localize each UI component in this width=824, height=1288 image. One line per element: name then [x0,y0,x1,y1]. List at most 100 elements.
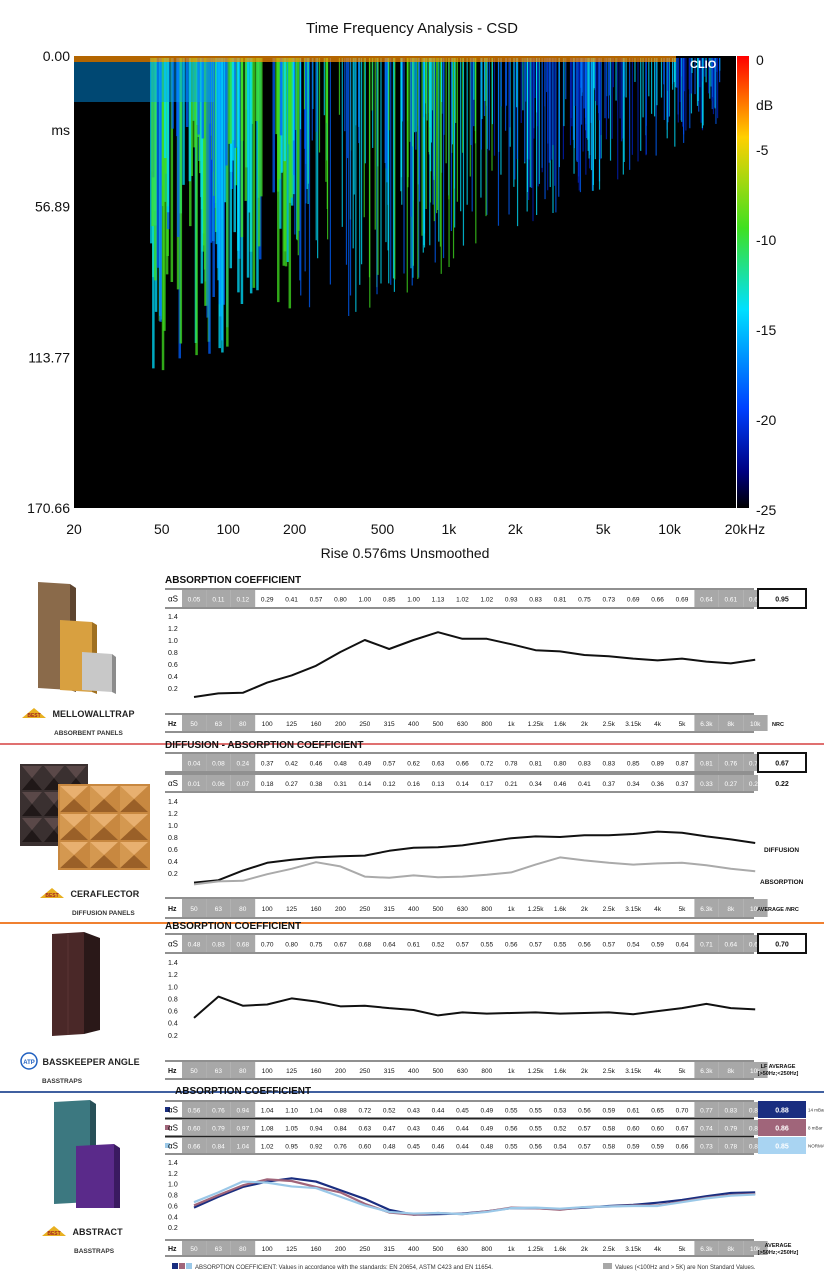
nonstandard-cell [718,1120,744,1135]
y-tick-label: 0.6 [168,662,178,669]
frequency-label: 100 [262,1246,273,1253]
frequency-label: 250 [359,1068,370,1075]
nonstandard-cell [718,590,744,607]
value-cell: 0.64 [383,942,396,949]
value-cell: 0.57 [456,942,469,949]
value-cell: 0.55 [529,1126,542,1133]
value-cell: 0.27 [285,781,298,788]
frequency-label: 5k [679,1246,687,1253]
value-cell: 0.41 [578,781,591,788]
nonstandard-cell [182,899,207,917]
diffuser-facet [66,766,86,778]
y-axis: 1.4 1.2 1.0 0.8 0.6 0.4 0.2 [168,614,178,693]
summary-value: 0.67 [775,761,789,768]
value-cell: 0.59 [651,1144,664,1151]
nonstandard-cell [718,1138,744,1153]
nonstandard-cell [206,935,231,952]
value-cell: 0.75 [578,597,591,604]
frequency-label: 1k [508,1068,516,1075]
value-cell: 0.78 [505,761,518,768]
diffuser-facet [90,786,118,799]
line-label-diffusion: DIFFUSION [764,847,799,854]
nonstandard-cell [718,899,744,917]
frequency-label: 1.25k [528,1246,545,1253]
frequency-label: 2.5k [603,1068,616,1075]
summary-label: [>50Hz;<250Hz] [758,1071,799,1077]
series-swatch [165,1143,170,1148]
nonstandard-cell [230,899,256,917]
value-cell: 0.54 [627,942,640,949]
value-cell: 0.70 [676,1108,689,1115]
nonstandard-cell [206,1102,231,1117]
y-tick-label: 0.8 [168,650,178,657]
nonstandard-cell [206,775,231,791]
value-cell: 0.92 [310,1144,323,1151]
frequency-label: 125 [286,1246,297,1253]
value-cell: 0.17 [480,781,493,788]
y-tick-label: 113.77 [28,349,70,365]
y-tick-label: 1.2 [168,972,178,979]
nonstandard-cell [743,1241,768,1255]
value-cell: 0.04 [188,761,201,768]
nonstandard-cell [718,754,744,771]
value-cell: 0.78 [724,1144,737,1151]
value-cell: 0.11 [212,597,225,604]
nonstandard-cell [230,1241,256,1255]
value-cell: 0.84 [334,1126,347,1133]
svg-text:ATP: ATP [23,1060,35,1066]
brand-logo-icon: BEST [22,707,46,719]
nonstandard-cell [206,1241,231,1255]
nonstandard-cell [694,1102,719,1117]
frequency-label: 63 [215,1068,223,1075]
svg-text:BEST: BEST [45,893,58,899]
hz-label: Hz [168,906,177,913]
frequency-label: 200 [335,721,346,728]
section-title: ABSORPTION COEFFICIENT [165,575,301,586]
frequency-label: 400 [408,1246,419,1253]
value-cell: 0.57 [310,597,323,604]
svg-text:BEST: BEST [27,713,40,719]
x-tick-label: 20 [66,521,82,537]
y-tick-label: 0.4 [168,859,178,866]
value-cell: 0.14 [456,781,469,788]
value-cell: 1.10 [285,1108,298,1115]
frequency-label: 63 [215,1246,223,1253]
value-cell: 0.31 [334,781,347,788]
value-row: αS 0.66 0.84 1.04 1.02 0.95 0.92 0.76 0.60 0.48 0.… [165,1136,824,1155]
frequency-label: 4k [654,721,662,728]
product-basskeeper: ATP BASSKEEPER ANGLE BASSTRAPS [20,1052,140,1088]
product-mellowalltrap: BEST MELLOWALLTRAP ABSORBENT PANELS [20,704,135,740]
nonstandard-cell [694,1120,719,1135]
nonstandard-cell [230,754,256,771]
value-cell: 0.61 [627,1108,640,1115]
value-cell: 0.67 [334,942,347,949]
value-cell: 0.37 [261,761,274,768]
value-row: 0.04 0.08 0.24 0.37 0.42 0.46 0.48 0.49 0.57 0.62… [165,752,807,773]
value-cell: 0.38 [310,781,323,788]
summary-cell [758,774,806,792]
frequency-label: 315 [384,1068,395,1075]
diffuser-facet [90,799,118,812]
value-cell: 0.66 [676,1144,689,1151]
value-row: αS 0.01 0.06 0.07 0.18 0.27 0.38 0.31 0.14 0.12 0.… [165,773,806,793]
diffuser-facet [120,814,148,827]
x-tick-label: 500 [371,521,395,537]
summary-value: 0.70 [775,942,789,949]
scale-tick-label: -20 [756,412,776,428]
diffuser-facet [60,786,74,812]
nonstandard-cell [743,899,768,917]
series-swatch [165,1107,170,1112]
nonstandard-cell [718,935,744,952]
pressure-line [193,1178,756,1216]
y-tick-label: 0.2 [168,1033,178,1040]
value-cell: 0.34 [627,781,640,788]
value-cell: 0.46 [432,1126,445,1133]
value-cell: 0.80 [554,761,567,768]
value-cell: 0.59 [602,1108,615,1115]
product-name: ABSTRACT [72,1227,123,1237]
frequency-label: 5k [679,721,687,728]
nonstandard-cell [694,1138,719,1153]
row-label: αS [168,1106,178,1115]
value-cell: 0.83 [529,597,542,604]
frequency-label: 50 [190,721,198,728]
